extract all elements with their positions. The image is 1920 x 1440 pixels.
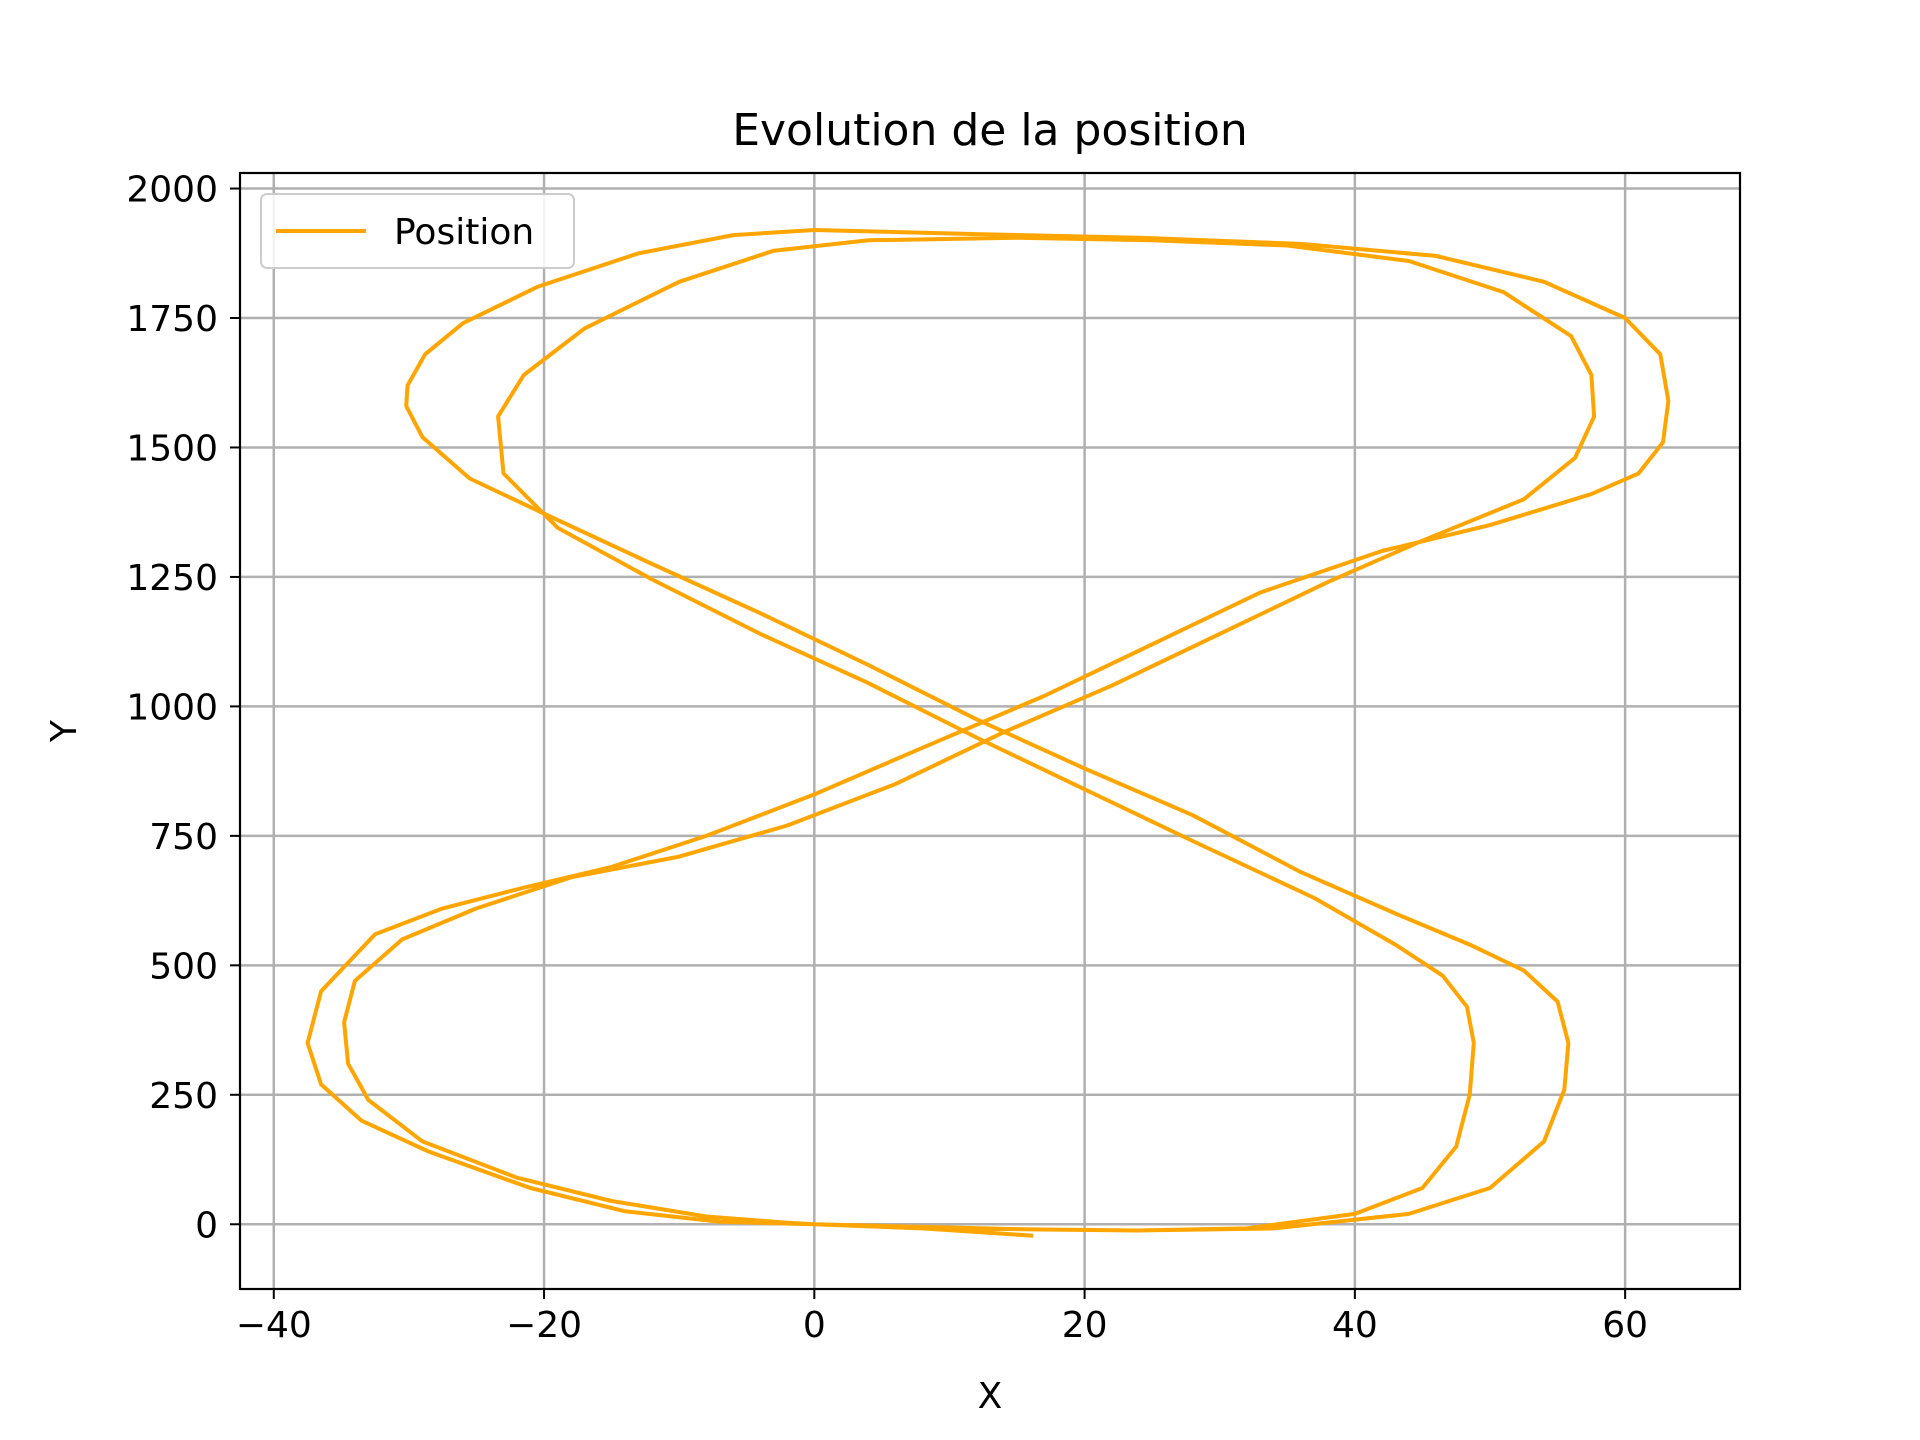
- x-tick-label: 0: [803, 1305, 826, 1346]
- x-axis-label: X: [978, 1376, 1003, 1417]
- series-layer: [305, 228, 1671, 1238]
- y-tick-label: 0: [195, 1205, 218, 1246]
- legend: Position: [260, 193, 575, 269]
- y-tick-label: 250: [149, 1076, 218, 1117]
- y-tick-label: 1750: [126, 299, 218, 340]
- y-tick-label: 1500: [126, 428, 218, 469]
- series-line-position: [305, 228, 1671, 1238]
- legend-label-position: Position: [394, 212, 534, 253]
- y-tick-label: 500: [149, 946, 218, 987]
- y-tick-label: 1000: [126, 687, 218, 728]
- legend-box: [260, 193, 575, 269]
- y-tick-label: 750: [149, 817, 218, 858]
- x-tick-label: 60: [1602, 1305, 1648, 1346]
- chart-title: Evolution de la position: [732, 105, 1248, 156]
- ticks: −40 −20 0 20 40 60 0 250 500 750 1000 1250 1500 1750 2…: [126, 170, 1648, 1346]
- grid: [240, 173, 1740, 1289]
- x-tick-label: 20: [1062, 1305, 1108, 1346]
- x-tick-label: −40: [236, 1305, 312, 1346]
- x-tick-label: −20: [506, 1305, 582, 1346]
- plot-frame: [238, 171, 1742, 1291]
- y-axis-label: Y: [44, 719, 85, 743]
- y-tick-label: 1250: [126, 558, 218, 599]
- x-tick-label: 40: [1332, 1305, 1378, 1346]
- y-tick-label: 2000: [126, 170, 218, 211]
